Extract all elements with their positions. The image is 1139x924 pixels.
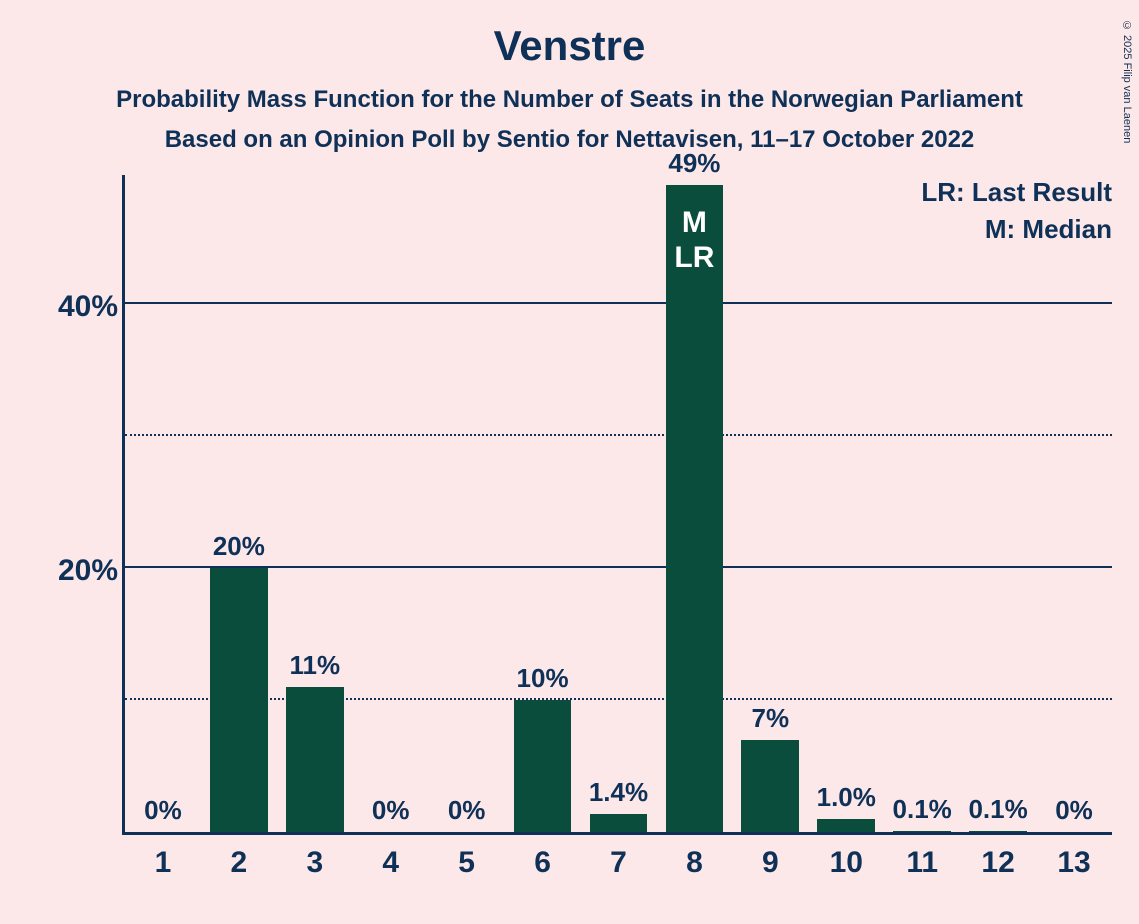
x-tick-label: 8: [686, 846, 703, 880]
y-tick-label: 40%: [58, 290, 118, 324]
x-tick-label: 7: [610, 846, 627, 880]
bar: [969, 831, 1027, 832]
bar-slot: 7%9: [732, 175, 808, 832]
bar-value-label: 0.1%: [893, 794, 952, 825]
x-tick-label: 4: [382, 846, 399, 880]
bar-value-label: 1.0%: [817, 782, 876, 813]
bar: [210, 568, 268, 832]
bar-annotation-last-result: LR: [674, 241, 714, 276]
x-tick-label: 12: [981, 846, 1014, 880]
bar-value-label: 10%: [517, 663, 569, 694]
bar-slot: 10%6: [505, 175, 581, 832]
x-tick-label: 11: [906, 846, 938, 880]
bar-slot: 0%4: [353, 175, 429, 832]
bar-slot: 0.1%11: [884, 175, 960, 832]
bar: [590, 814, 648, 832]
bar: [514, 700, 572, 832]
bar-slot: 20%2: [201, 175, 277, 832]
x-tick-label: 6: [534, 846, 551, 880]
bar-value-label: 0%: [372, 795, 410, 826]
bar: [286, 687, 344, 832]
bar-value-label: 1.4%: [589, 777, 648, 808]
bar-slot: 49%8MLR: [656, 175, 732, 832]
x-tick-label: 5: [458, 846, 475, 880]
bar-slot: 1.4%7: [581, 175, 657, 832]
chart-subtitle-2: Based on an Opinion Poll by Sentio for N…: [0, 126, 1139, 154]
bar-slot: 0%1: [125, 175, 201, 832]
bar-annotation-median: M: [674, 206, 714, 241]
chart-area: LR: Last Result M: Median 0%120%211%30%4…: [30, 175, 1115, 875]
bar-value-label: 11%: [289, 650, 340, 681]
x-tick-label: 2: [231, 846, 248, 880]
bar-value-label: 20%: [213, 531, 265, 562]
bar: [741, 740, 799, 832]
bar-value-label: 0%: [448, 795, 486, 826]
bar: [666, 185, 724, 832]
bar-slot: 0%13: [1036, 175, 1112, 832]
x-tick-label: 13: [1057, 846, 1090, 880]
bar-annotation: MLR: [674, 206, 714, 275]
bar: [893, 831, 951, 832]
bar-value-label: 0%: [144, 795, 182, 826]
bar-value-label: 7%: [752, 703, 790, 734]
x-tick-label: 9: [762, 846, 779, 880]
bar-value-label: 0.1%: [968, 794, 1027, 825]
bar-slot: 1.0%10: [808, 175, 884, 832]
x-tick-label: 1: [155, 846, 172, 880]
plot-area: LR: Last Result M: Median 0%120%211%30%4…: [122, 175, 1112, 835]
bars-group: 0%120%211%30%40%510%61.4%749%8MLR7%91.0%…: [125, 175, 1112, 832]
bar-value-label: 49%: [668, 148, 720, 179]
copyright-text: © 2025 Filip van Laenen: [1121, 20, 1133, 143]
chart-subtitle-1: Probability Mass Function for the Number…: [0, 86, 1139, 114]
chart-title: Venstre: [0, 0, 1139, 70]
x-tick-label: 3: [306, 846, 323, 880]
bar-slot: 0.1%12: [960, 175, 1036, 832]
x-tick-label: 10: [830, 846, 863, 880]
bar-value-label: 0%: [1055, 795, 1093, 826]
bar-slot: 11%3: [277, 175, 353, 832]
y-tick-label: 20%: [58, 554, 118, 588]
bar-slot: 0%5: [429, 175, 505, 832]
bar: [817, 819, 875, 832]
